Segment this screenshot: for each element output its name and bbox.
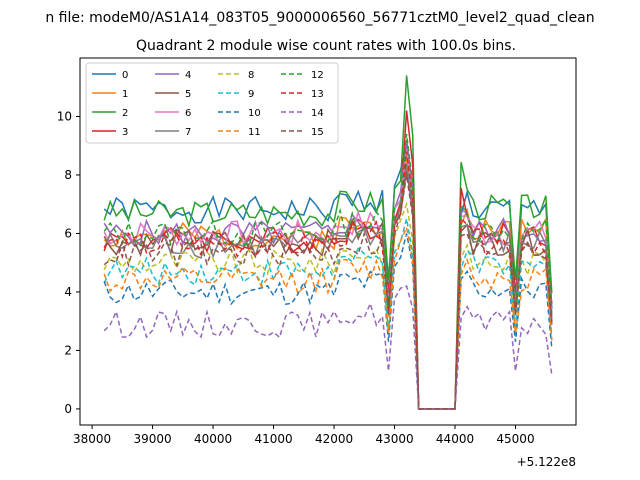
series-line-6: [103, 148, 553, 410]
axes-layer: 38000 39000 40000 41000 42000 43000 44000 45000…: [57, 109, 535, 446]
y-tick-label: 8: [64, 168, 72, 182]
legend-label: 7: [185, 127, 191, 138]
legend-label: 12: [311, 70, 324, 81]
plot-frame: [79, 57, 577, 426]
series-line-1: [103, 160, 553, 410]
chart-suptitle: n file: modeM0/AS1A14_083T05_9000006560_…: [45, 10, 594, 26]
x-tick-label: 42000: [315, 432, 353, 446]
series-line-9: [103, 218, 553, 410]
y-tick-label: 10: [57, 109, 72, 123]
series-line-5: [103, 168, 553, 410]
chart-title: Quadrant 2 module wise count rates with …: [136, 38, 516, 54]
x-offset-label: +5.122e8: [517, 455, 576, 469]
series-line-15: [103, 174, 553, 410]
series-line-0: [103, 145, 553, 410]
legend-label: 3: [122, 127, 128, 138]
legend-label: 4: [185, 70, 191, 81]
legend-label: 14: [311, 108, 324, 119]
series-line-10: [103, 233, 553, 410]
y-tick-label: 6: [64, 226, 72, 240]
series-line-2: [103, 75, 553, 410]
legend-label: 0: [122, 70, 128, 81]
series-line-12: [103, 133, 553, 410]
x-tick-label: 39000: [133, 432, 171, 446]
series-line-14: [103, 285, 553, 410]
x-tick-label: 40000: [194, 432, 232, 446]
series-line-7: [103, 163, 553, 410]
legend-label: 13: [311, 89, 324, 100]
legend-label: 5: [185, 89, 191, 100]
legend-label: 1: [122, 89, 128, 100]
y-tick-label: 0: [64, 402, 72, 416]
x-tick-label: 41000: [254, 432, 292, 446]
x-tick-label: 45000: [496, 432, 534, 446]
legend-label: 8: [248, 70, 254, 81]
x-tick-label: 38000: [73, 432, 111, 446]
legend-label: 9: [248, 89, 254, 100]
y-tick-label: 2: [64, 343, 72, 357]
series-layer: [103, 75, 553, 410]
legend-label: 11: [248, 127, 261, 138]
x-tick-label: 44000: [436, 432, 474, 446]
legend-label: 2: [122, 108, 128, 119]
legend-frame: [85, 62, 339, 144]
y-tick-label: 4: [64, 285, 72, 299]
x-tick-label: 43000: [375, 432, 413, 446]
legend-label: 6: [185, 108, 191, 119]
legend-label: 10: [248, 108, 261, 119]
series-line-11: [103, 225, 553, 410]
legend-label: 15: [311, 127, 324, 138]
